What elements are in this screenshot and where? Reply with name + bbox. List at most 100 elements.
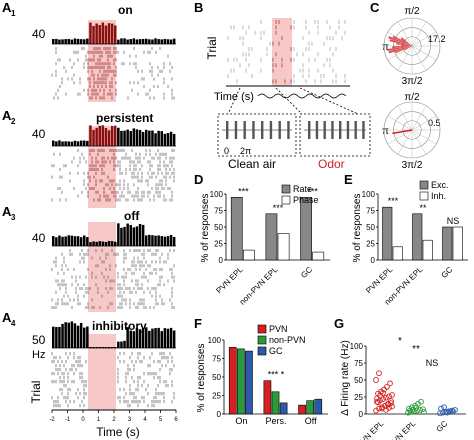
psth-bar <box>95 23 98 44</box>
panel-sub-a2: 2 <box>11 117 16 126</box>
psth-bar <box>145 235 148 246</box>
y-tick-label: 0 <box>371 256 376 265</box>
psth-bar <box>52 39 55 44</box>
panel-a1: A 1 on 40 <box>2 0 176 102</box>
category-label: PVN EPL <box>364 265 395 296</box>
bar <box>230 197 243 261</box>
polar-plot-vector <box>383 101 441 159</box>
y-tick-label: 75 <box>366 207 375 216</box>
raster-a3 <box>51 249 175 310</box>
psth-bar <box>117 223 120 246</box>
psth-bar <box>138 223 142 246</box>
psth-bar <box>83 235 86 246</box>
psth-bar <box>110 241 114 246</box>
psth-bar <box>123 38 126 44</box>
polar-spoke <box>411 105 427 131</box>
scatter-point <box>443 409 449 415</box>
bar <box>236 348 245 415</box>
psth-bar <box>76 236 80 246</box>
xtick-label-a4: -2 <box>49 417 55 423</box>
spike-burst <box>354 121 357 139</box>
title-a3: off <box>124 209 140 223</box>
ylabel-e: % of responses <box>352 194 363 263</box>
raster-a1 <box>51 47 175 100</box>
legend-label: non-PVN <box>269 335 306 345</box>
polar-spoke <box>411 115 437 131</box>
y-tick-label: 25 <box>212 392 221 401</box>
psth-bar <box>163 38 167 44</box>
psth-bar <box>86 237 89 246</box>
psth-bar <box>52 140 55 146</box>
spike-burst <box>261 121 264 139</box>
ylabel-a4: Trial <box>29 381 43 404</box>
xtick-label-a4: -1 <box>65 417 71 423</box>
psth-bar <box>132 128 136 146</box>
psth-bar <box>157 130 160 146</box>
psth-bar <box>104 347 108 348</box>
significance-label: NS <box>426 358 439 368</box>
rose-wedge <box>387 46 412 52</box>
spike-burst <box>308 121 311 139</box>
scatter-point <box>388 398 394 404</box>
psth-bar <box>67 235 70 246</box>
ymax-a4: 50 <box>32 333 46 347</box>
psth-bar <box>126 129 129 146</box>
psth-bar <box>117 341 120 348</box>
bar <box>228 347 237 415</box>
scatter-point <box>386 405 392 411</box>
psth-bar <box>98 125 101 146</box>
psth-bar <box>129 330 132 348</box>
bar <box>442 226 453 261</box>
psth-bar <box>55 237 58 246</box>
scatter-point <box>374 398 380 405</box>
polar-spoke <box>397 129 413 155</box>
spike-burst <box>339 121 342 139</box>
psth-bar <box>64 236 67 246</box>
zoom-line-mid <box>275 87 303 115</box>
polar-spoke <box>411 31 437 47</box>
significance-label: *** <box>238 186 249 196</box>
rose-wedge <box>401 45 412 46</box>
panel-letter-a3: A <box>2 204 12 219</box>
psth-bar <box>141 327 145 348</box>
panel-a3: A 3 off 40 <box>2 204 176 312</box>
psth-bar <box>138 39 142 44</box>
xtick-label-a4: 1 <box>97 417 101 423</box>
psth-bar <box>104 241 108 246</box>
histogram-a4 <box>52 321 176 349</box>
y-tick-label: 100 <box>350 342 364 351</box>
psth-bar <box>107 130 111 146</box>
panel-g: G Δ Firing rate (Hz) 0 25 50 75 100 PVN EPLno… <box>334 316 466 440</box>
bar <box>300 197 312 261</box>
scatter-point <box>413 405 419 411</box>
psth-bar <box>107 240 111 246</box>
psth-bar <box>157 327 160 348</box>
panel-sub-a4: 4 <box>11 319 16 328</box>
psth-bar <box>107 347 111 348</box>
psth-bar <box>141 131 145 146</box>
psth-bar <box>86 140 89 146</box>
panel-sub-a3: 3 <box>11 213 16 222</box>
panel-b: B Trial Time (s) 0 2π Clean air Odor <box>194 0 371 171</box>
psth-bar <box>83 327 86 348</box>
psth-bar <box>79 140 83 146</box>
xlabel-a4: Time (s) <box>96 425 140 439</box>
psth-bar <box>101 347 105 348</box>
scatter-point <box>386 393 392 400</box>
y-tick-label: 75 <box>214 207 223 216</box>
legend-label: Inh. <box>431 191 446 201</box>
spike-burst <box>323 121 326 139</box>
psth-bar <box>123 130 126 146</box>
polar2-left: π <box>382 126 389 137</box>
psth-bar <box>151 328 154 348</box>
significance-label: NS <box>447 216 460 226</box>
bar <box>265 213 278 261</box>
category-label: On <box>235 416 247 426</box>
scatter-point <box>380 390 386 396</box>
legend-label: PVN <box>269 324 288 334</box>
psth-bar <box>169 234 173 246</box>
